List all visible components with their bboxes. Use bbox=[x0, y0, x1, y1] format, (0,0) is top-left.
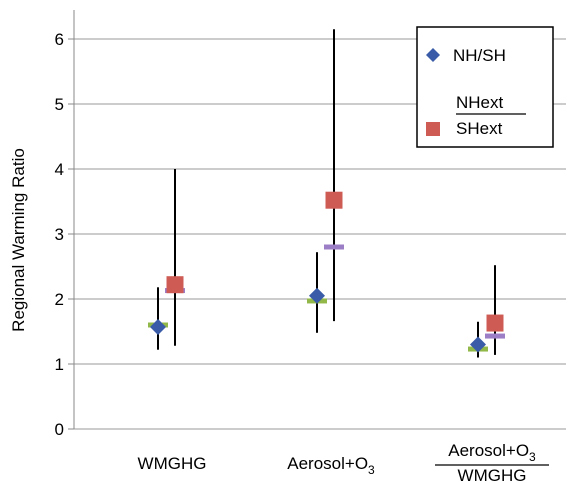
data-point bbox=[166, 276, 184, 294]
legend: NH/SH NHext SHext bbox=[416, 26, 554, 148]
x-category-label: Aerosol+O3 bbox=[287, 454, 375, 477]
legend-square-icon bbox=[426, 122, 440, 136]
legend-label-denominator: SHext bbox=[456, 119, 503, 138]
y-tick-labels: 0 1 2 3 4 5 6 bbox=[55, 30, 64, 439]
data-point bbox=[325, 191, 343, 209]
data-point bbox=[470, 336, 486, 353]
y-tick-label: 1 bbox=[55, 355, 64, 374]
data-point bbox=[150, 318, 166, 335]
mean-bars bbox=[148, 244, 505, 352]
y-tick-label: 5 bbox=[55, 95, 64, 114]
mean-bar bbox=[324, 244, 344, 250]
x-category-label-denominator: WMGHG bbox=[458, 466, 527, 483]
x-category-label-numerator: Aerosol+O3 bbox=[448, 441, 536, 464]
x-category-labels: WMGHG Aerosol+O3 Aerosol+O3 WMGHG bbox=[138, 441, 549, 483]
legend-label-nh-sh: NH/SH bbox=[453, 46, 506, 65]
y-tick-label: 3 bbox=[55, 225, 64, 244]
legend-label-numerator: NHext bbox=[456, 93, 504, 112]
y-tick-label: 6 bbox=[55, 30, 64, 49]
x-category-label: WMGHG bbox=[138, 454, 207, 473]
data-point bbox=[486, 314, 504, 332]
y-tick-label: 0 bbox=[55, 420, 64, 439]
data-point bbox=[309, 287, 325, 304]
legend-diamond-icon bbox=[426, 48, 440, 62]
y-tick-label: 4 bbox=[55, 160, 64, 179]
y-axis-title: Regional Warming Ratio bbox=[9, 148, 28, 332]
y-tick-label: 2 bbox=[55, 290, 64, 309]
mean-bar bbox=[485, 333, 505, 339]
data-points bbox=[150, 191, 504, 353]
